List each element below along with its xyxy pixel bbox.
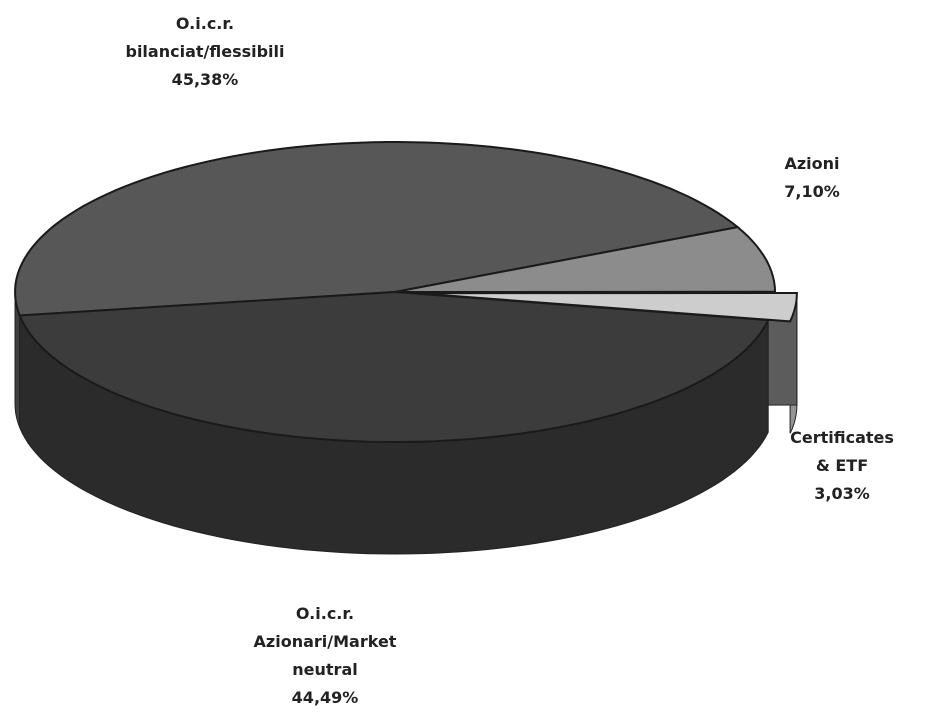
category-label: Azioni <box>784 154 840 173</box>
slice-top <box>394 226 777 293</box>
slice-label: O.i.c.r. Azionari/Market neutral 44,49% <box>254 600 397 712</box>
category-label: O.i.c.r. bilanciat/flessibili <box>125 14 285 61</box>
value-label: 7,10% <box>784 182 840 201</box>
slice-label: O.i.c.r. bilanciat/flessibili 45,38% <box>125 10 284 94</box>
category-label: Certificates & ETF <box>790 428 894 475</box>
slice-label: Certificates & ETF 3,03% <box>790 424 894 508</box>
value-label: 45,38% <box>171 70 239 89</box>
value-label: 3,03% <box>814 484 870 503</box>
slice-top <box>18 290 770 444</box>
slice-top <box>14 141 740 317</box>
value-label: 44,49% <box>291 688 359 707</box>
slice-label: Azioni 7,10% <box>784 150 840 206</box>
category-label: O.i.c.r. Azionari/Market neutral <box>253 604 397 679</box>
